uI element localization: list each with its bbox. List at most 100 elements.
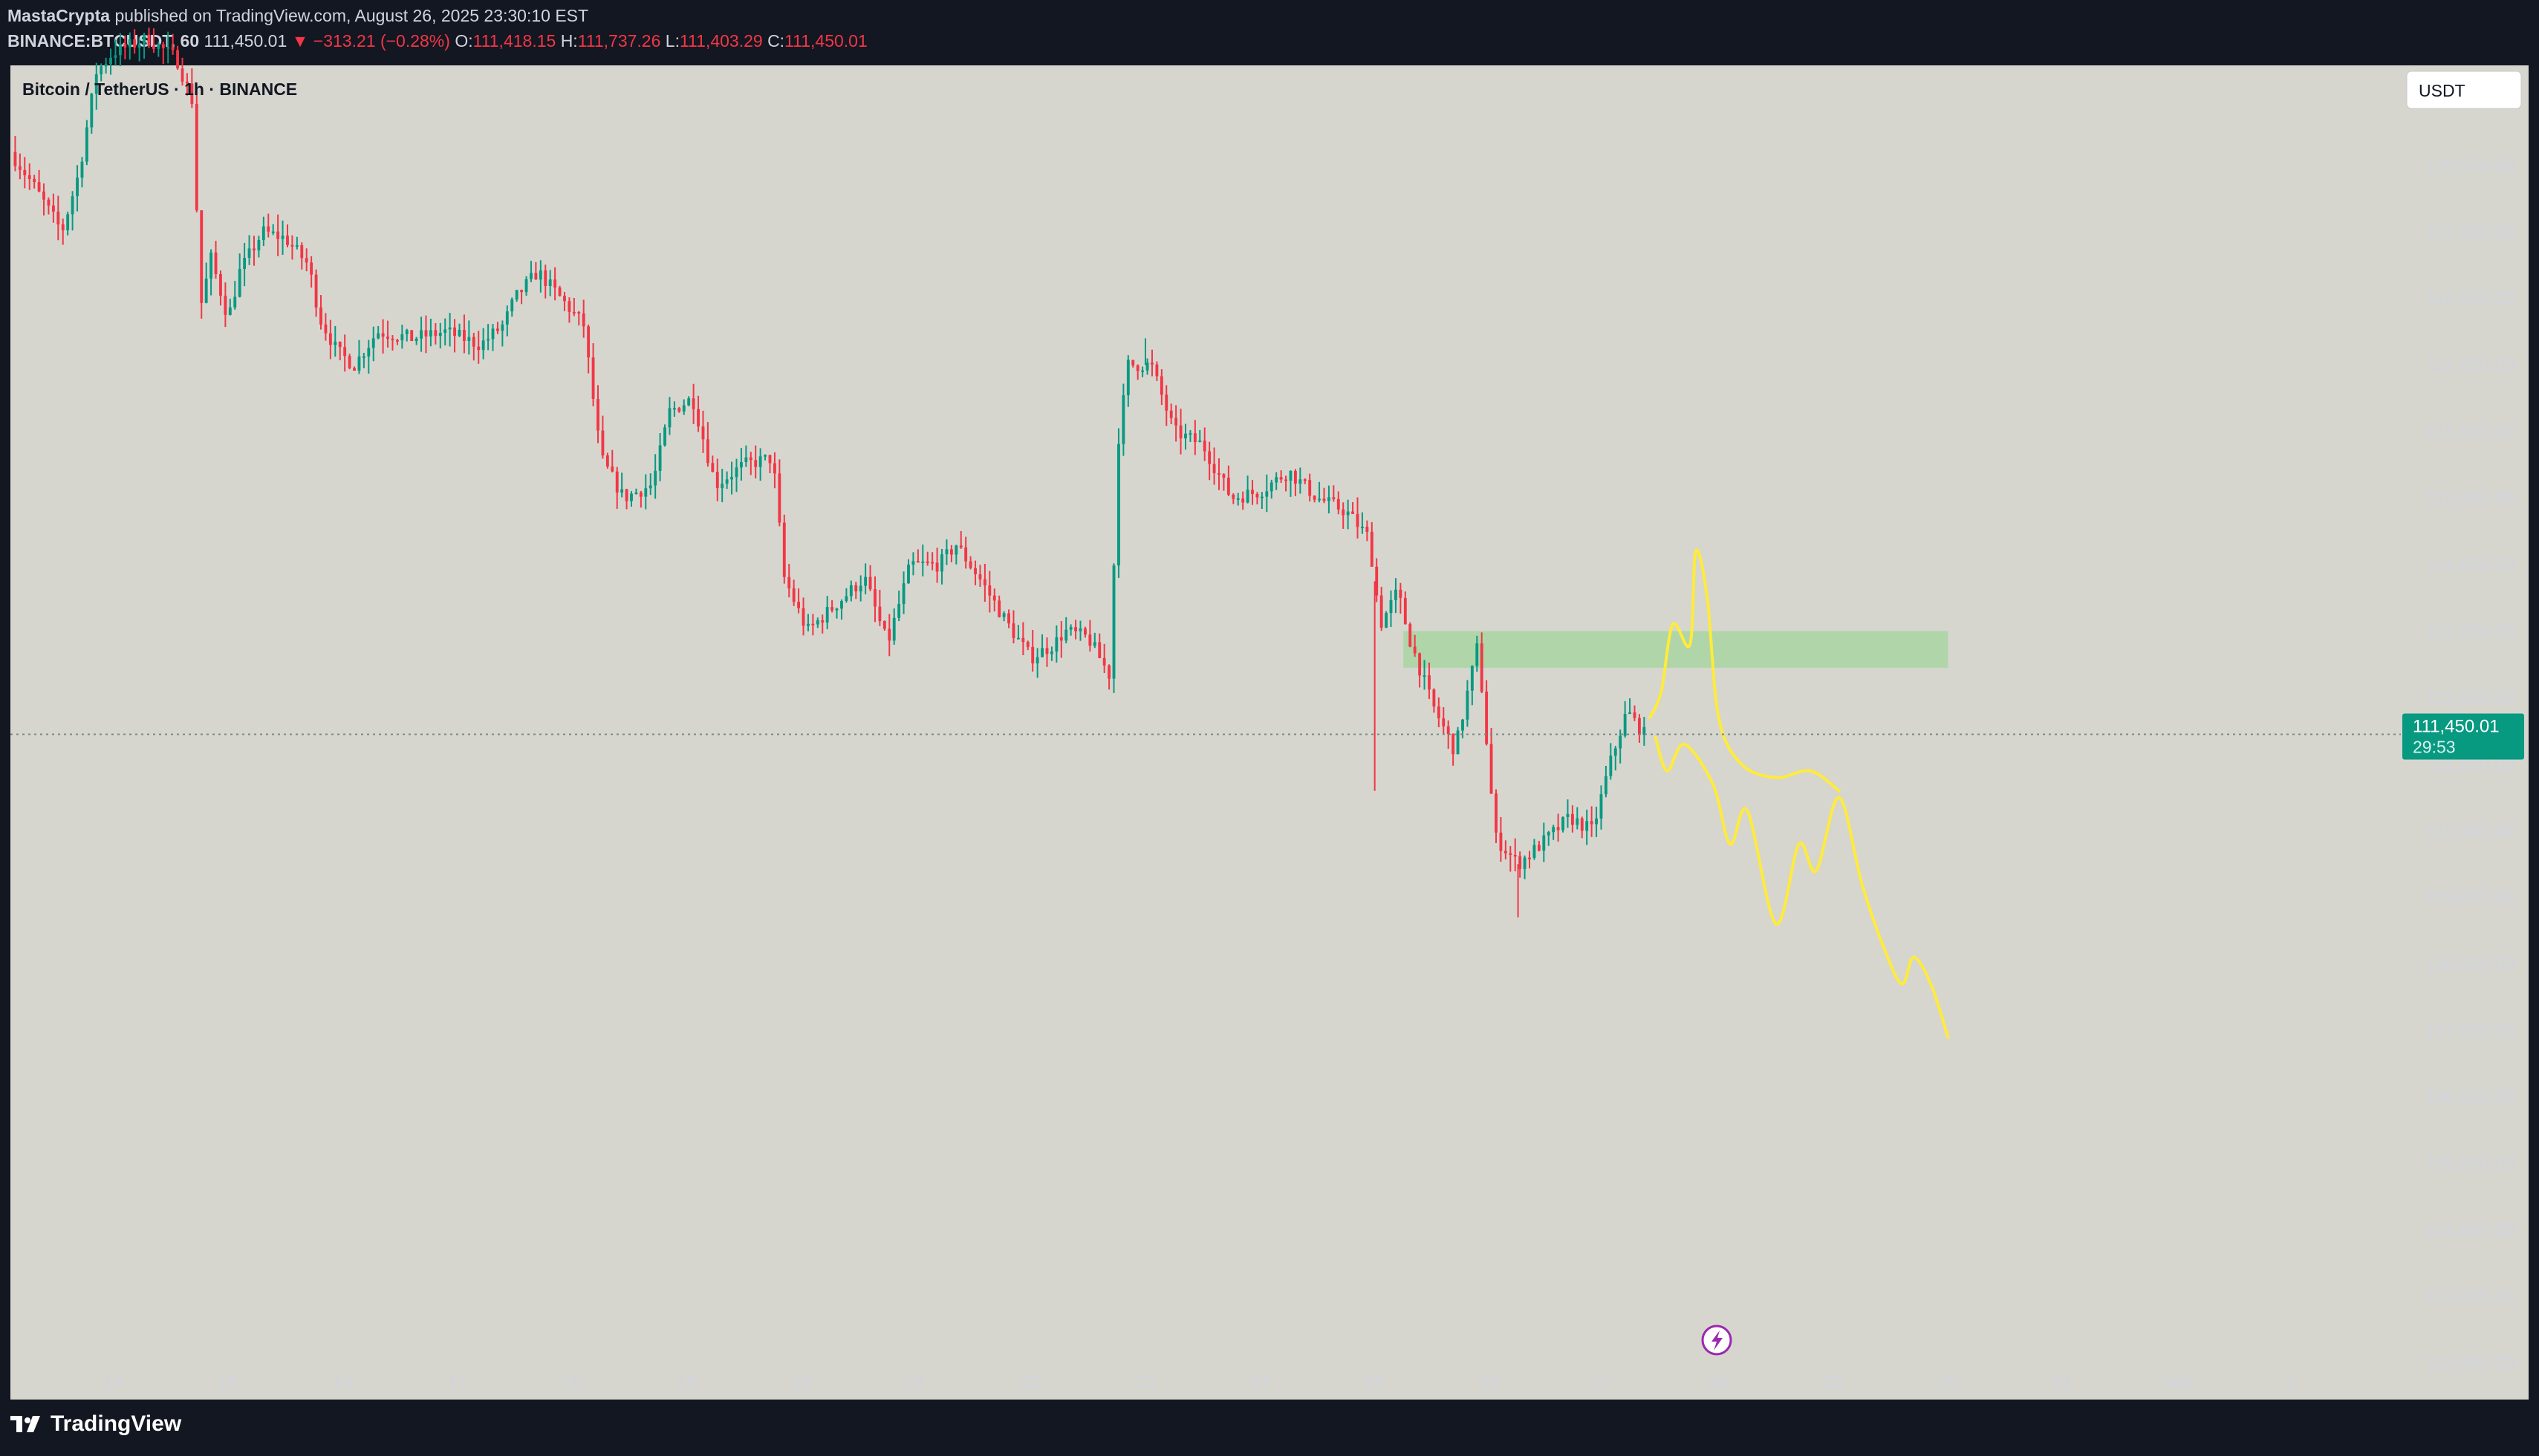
projection-path-lower[interactable] [1654,735,1950,1039]
candle-body [1361,527,1364,529]
candle-body [1050,651,1053,654]
candle-body [524,279,528,293]
last-price-tag: 111,450.01 29:53 [2402,713,2524,760]
candle-body [253,248,256,251]
candle-body [348,356,351,368]
candle-body [1165,394,1168,411]
candle-body [261,226,265,240]
candle-body [1590,821,1593,825]
y-tick-label: 112,000.00 [2427,688,2514,708]
candle-body [1218,473,1220,475]
candle-body [1012,623,1015,638]
candle-body [739,461,743,468]
candle-body [1442,718,1446,727]
candle-body [13,152,17,166]
candle-body [137,44,141,48]
candle-body [334,342,337,345]
candle-body [181,68,184,82]
x-tick-label: 27 [1594,1372,1614,1392]
candle-body [1179,425,1183,439]
candle-body [377,333,380,339]
candle-body [1365,527,1369,532]
candle-body [1633,712,1636,718]
candle-body [1241,498,1245,503]
candle-body [324,324,328,334]
candle-body [1609,755,1613,776]
candle-body [940,554,943,572]
candle-body [611,466,614,472]
low-value: 111,403.29 [679,31,763,51]
candle-body [773,463,776,474]
candle-body [487,339,490,341]
x-tick-label: 2 [2287,1372,2297,1392]
candle-body [219,273,222,296]
resistance-zone[interactable] [1403,631,1948,668]
candle-body [496,328,499,331]
candle-body [1313,495,1316,500]
candle-body [1270,482,1273,492]
candle-body [1518,856,1522,869]
candle-body [1327,497,1330,501]
publisher-line: MastaCrypta published on TradingView.com… [7,6,588,26]
candle-body [1446,726,1450,735]
candle-body [807,623,810,626]
candle-body [448,327,452,330]
candle-body [964,547,968,562]
candle-body [1289,470,1293,481]
candle-body [1509,853,1512,855]
currency-button[interactable]: USDT [2406,71,2522,109]
candle-body [1045,648,1049,654]
candle-body [754,460,758,467]
candle-body [802,608,805,626]
candle-body [601,430,605,456]
y-tick-label: 113,000.00 [2427,622,2514,642]
candle-body [663,427,666,446]
candle-body [1503,851,1507,854]
candle-body [1284,479,1287,481]
candle-body [692,398,695,409]
candle-body [639,493,643,497]
candle-body [104,64,108,67]
candle-body [587,326,591,358]
x-tick-label: 28 [1709,1372,1729,1392]
y-tick-label: 106,000.00 [2425,1088,2514,1108]
close-label: C: [767,31,785,51]
candle-body [558,287,562,296]
candle-body [1279,477,1283,480]
x-tick-label: 30 [1938,1372,1958,1392]
candle-body [300,245,304,259]
candle-body [811,623,815,625]
candle-body [654,470,657,486]
candle-body [94,74,98,94]
candle-body [410,330,414,342]
author-name[interactable]: MastaCrypta [7,6,111,25]
candle-body [1275,477,1278,483]
candle-body [319,307,322,325]
candle-body [1031,646,1035,664]
candle-body [47,199,51,206]
candle-body [658,445,662,471]
candle-body [1332,497,1336,499]
candle-body [472,337,475,347]
x-tick-label: 31 [2052,1372,2073,1392]
lightning-icon[interactable] [1701,1325,1732,1356]
candle-body [1074,627,1078,631]
candle-body [1222,474,1226,478]
candle-body [42,191,45,200]
candle-body [978,574,982,579]
candle-body [854,585,858,592]
candle-body [1389,599,1393,614]
projection-path-upper[interactable] [1648,548,1841,793]
y-tick-label: 118,000.00 [2427,289,2514,309]
candle-body [792,588,796,602]
tradingview-logo[interactable]: TradingView [10,1411,181,1437]
candle-body [749,457,752,461]
candle-body [1375,566,1379,596]
x-tick-label: 18 [562,1372,582,1392]
candle-body [286,235,289,245]
candle-body [955,545,958,555]
open-label: O: [455,31,473,51]
candle-body [1613,748,1617,756]
candle-body [921,561,925,563]
